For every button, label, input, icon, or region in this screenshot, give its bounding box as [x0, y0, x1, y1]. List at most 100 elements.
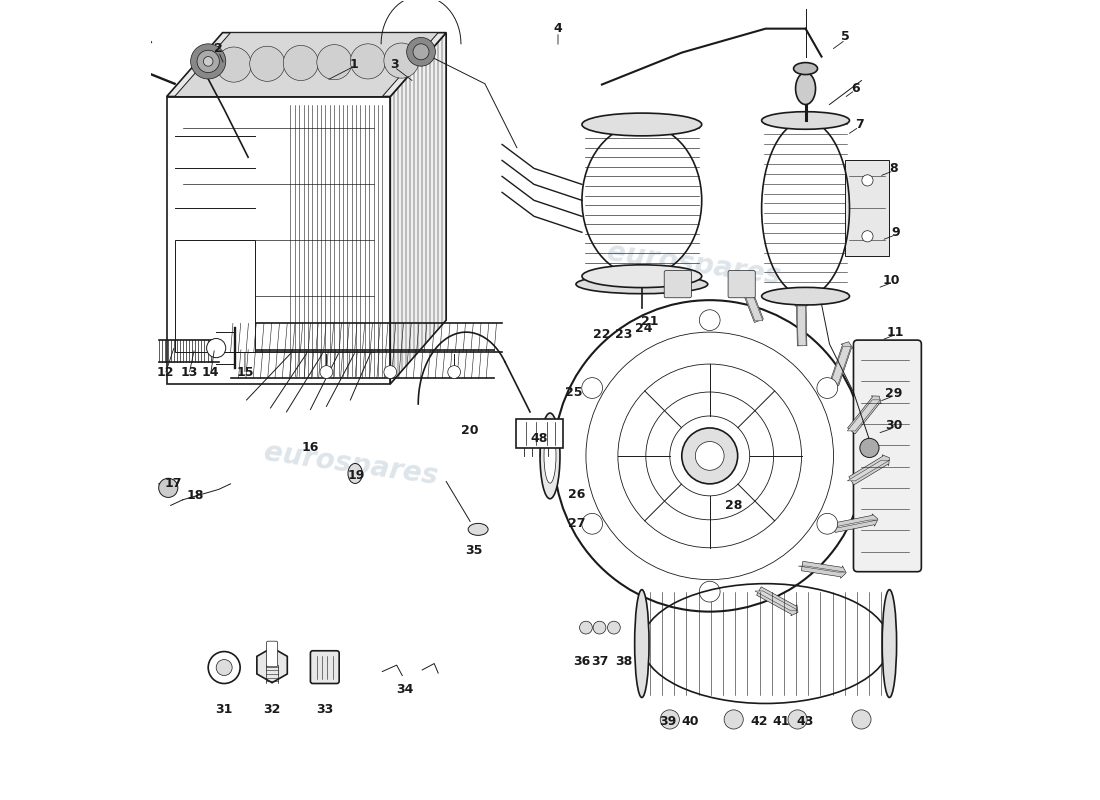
Circle shape [862, 230, 873, 242]
Ellipse shape [348, 463, 362, 483]
Text: 28: 28 [725, 499, 742, 512]
Circle shape [329, 57, 340, 68]
Text: 27: 27 [568, 518, 585, 530]
Circle shape [317, 45, 352, 80]
Text: eurospares: eurospares [605, 238, 782, 290]
FancyBboxPatch shape [728, 270, 756, 298]
Ellipse shape [795, 73, 815, 105]
Circle shape [448, 366, 461, 378]
Circle shape [323, 51, 345, 74]
Bar [175, 240, 254, 352]
Text: 31: 31 [216, 703, 233, 716]
Ellipse shape [576, 274, 707, 294]
Circle shape [320, 366, 333, 378]
Circle shape [158, 478, 178, 498]
Text: 18: 18 [187, 490, 205, 502]
Circle shape [580, 622, 592, 634]
FancyArrow shape [738, 279, 763, 322]
FancyArrow shape [829, 342, 854, 386]
Circle shape [284, 46, 318, 81]
Ellipse shape [882, 590, 896, 698]
Polygon shape [755, 591, 797, 610]
Text: 10: 10 [883, 274, 901, 286]
Text: 7: 7 [855, 118, 864, 131]
Text: 8: 8 [889, 162, 898, 175]
Circle shape [860, 438, 879, 458]
Polygon shape [847, 460, 890, 481]
Text: 39: 39 [660, 714, 676, 727]
Circle shape [660, 710, 680, 729]
Circle shape [350, 44, 385, 79]
Circle shape [695, 442, 724, 470]
Text: 41: 41 [773, 714, 790, 727]
Circle shape [190, 44, 226, 79]
Polygon shape [798, 306, 806, 346]
Text: 34: 34 [396, 682, 414, 695]
Text: 11: 11 [887, 326, 904, 338]
FancyArrow shape [802, 562, 846, 578]
Ellipse shape [635, 590, 649, 698]
Circle shape [554, 300, 866, 612]
Circle shape [217, 47, 251, 82]
Circle shape [228, 59, 240, 70]
Circle shape [582, 514, 603, 534]
Text: 20: 20 [461, 424, 478, 437]
Text: eurospares: eurospares [605, 438, 782, 490]
Circle shape [384, 366, 397, 378]
Text: 26: 26 [568, 488, 585, 501]
Text: 13: 13 [180, 366, 198, 378]
FancyBboxPatch shape [854, 340, 922, 572]
Circle shape [217, 659, 232, 675]
Ellipse shape [761, 112, 849, 130]
Ellipse shape [540, 413, 560, 498]
Text: 38: 38 [615, 655, 632, 669]
Text: 37: 37 [592, 655, 609, 669]
Circle shape [593, 622, 606, 634]
Text: 5: 5 [842, 30, 850, 43]
Circle shape [582, 378, 603, 398]
Circle shape [250, 46, 285, 82]
Text: eurospares: eurospares [262, 438, 439, 490]
Circle shape [817, 378, 838, 398]
Circle shape [197, 50, 219, 73]
Polygon shape [830, 346, 851, 384]
Circle shape [682, 428, 738, 484]
Text: eurospares: eurospares [262, 238, 439, 290]
FancyArrow shape [849, 454, 890, 485]
Text: 43: 43 [796, 714, 814, 727]
FancyArrow shape [795, 301, 807, 346]
Polygon shape [740, 284, 763, 321]
Circle shape [862, 174, 873, 186]
Circle shape [208, 651, 240, 683]
Circle shape [817, 514, 838, 534]
Text: 42: 42 [750, 714, 768, 727]
Ellipse shape [582, 113, 702, 136]
Ellipse shape [544, 429, 556, 483]
Circle shape [362, 56, 374, 67]
Text: 19: 19 [348, 470, 365, 482]
Circle shape [289, 52, 312, 74]
Circle shape [384, 43, 419, 78]
Circle shape [356, 50, 380, 73]
Text: 9: 9 [891, 226, 900, 238]
Text: 36: 36 [573, 655, 591, 669]
FancyArrow shape [757, 586, 798, 616]
Text: 15: 15 [236, 366, 254, 378]
Text: 12: 12 [156, 366, 174, 378]
Circle shape [222, 54, 245, 76]
Circle shape [256, 53, 278, 75]
Text: 25: 25 [565, 386, 583, 398]
Text: 16: 16 [301, 442, 319, 454]
Text: 3: 3 [390, 58, 398, 71]
Text: 1: 1 [350, 58, 359, 71]
Ellipse shape [793, 62, 817, 74]
FancyArrow shape [848, 396, 881, 434]
FancyBboxPatch shape [266, 641, 277, 666]
Circle shape [607, 622, 620, 634]
Ellipse shape [469, 523, 488, 535]
Circle shape [700, 310, 720, 330]
Circle shape [700, 582, 720, 602]
Circle shape [412, 44, 429, 60]
Polygon shape [799, 566, 846, 572]
Bar [846, 161, 890, 256]
